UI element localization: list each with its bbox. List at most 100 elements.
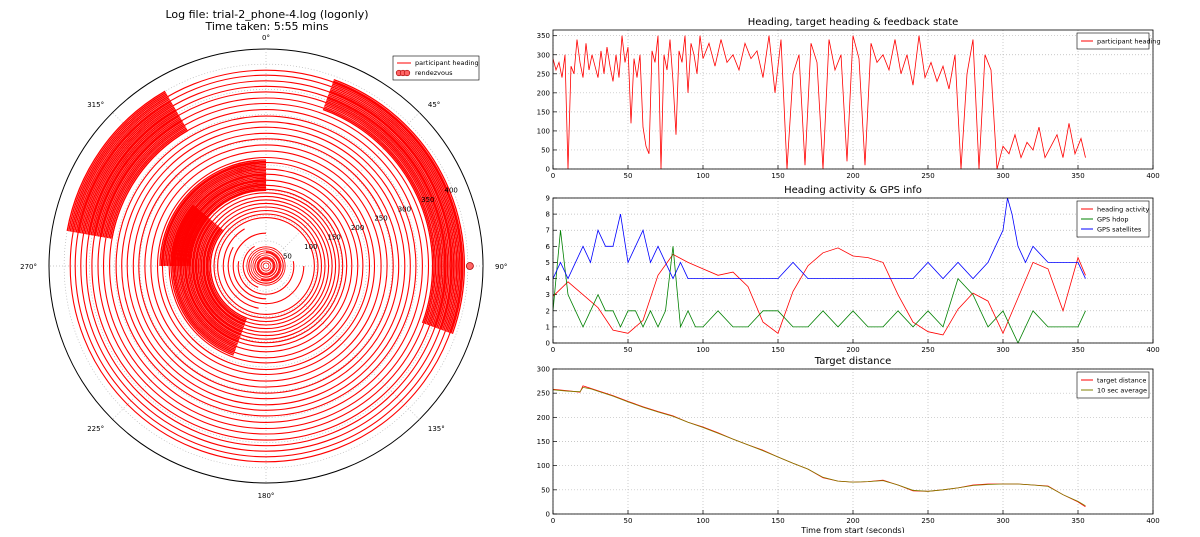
heading-arc	[102, 102, 430, 430]
x-tick-label: 250	[921, 172, 934, 180]
x-tick-label: 150	[771, 517, 784, 525]
heading-dense-arc	[111, 129, 189, 239]
y-tick-label: 200	[537, 414, 550, 422]
heading-dense-arc	[326, 98, 444, 327]
radial-tick-label: 350	[421, 196, 434, 204]
y-tick-label: 250	[537, 390, 550, 398]
heading-dense-arc	[108, 127, 187, 239]
x-tick-label: 100	[696, 346, 709, 354]
y-tick-label: 4	[546, 275, 551, 283]
heading-dense-arc	[323, 107, 435, 324]
heading-dense-arc	[322, 108, 434, 324]
heading-dense-arc	[66, 90, 166, 232]
heading-dense-arc	[88, 110, 177, 236]
heading-dense-arc	[332, 83, 461, 333]
legend-label-target-distance: target distance	[1097, 377, 1146, 385]
heading-arc	[261, 251, 281, 281]
y-tick-label: 300	[537, 51, 550, 59]
heading-arc	[232, 232, 267, 300]
y-tick-label: 0	[546, 166, 550, 174]
heading-dense-arc	[105, 124, 186, 238]
y-tick-label: 0	[546, 511, 550, 519]
heading-arc	[227, 246, 305, 305]
plot-frame	[552, 29, 1154, 170]
heading-dense-arc	[79, 102, 173, 234]
heading-dense-arc	[176, 208, 236, 351]
heading-dense-arc	[102, 122, 184, 238]
x-tick-label: 50	[624, 517, 633, 525]
figure-title-line2: Time taken: 5:55 mins	[204, 20, 328, 33]
heading-dense-arc	[331, 84, 459, 333]
heading-inner-loop	[260, 260, 272, 272]
radial-tick-label: 200	[351, 224, 364, 232]
y-tick-label: 200	[537, 89, 550, 97]
heading-dense-arc	[172, 205, 235, 355]
x-tick-label: 250	[921, 346, 934, 354]
radial-tick-label: 50	[283, 253, 292, 261]
heading-dense-arc	[174, 207, 236, 352]
angle-label: 270°	[20, 263, 37, 271]
heading-dense-arc	[196, 221, 243, 332]
rendezvous-marker	[465, 262, 474, 270]
y-tick-label: 8	[546, 211, 550, 219]
y-tick-label: 1	[546, 323, 550, 331]
heading-dense-arc	[106, 126, 186, 239]
heading-arc	[242, 245, 259, 288]
legend-label-participant-heading: participant heading	[1097, 38, 1161, 46]
heading-dense-arc	[165, 165, 267, 267]
heading-arc	[132, 132, 400, 400]
heading-dense-arc	[163, 163, 267, 267]
heading-arc	[156, 156, 376, 376]
heading-dense-arc	[206, 227, 247, 322]
heading-arc	[121, 121, 411, 411]
heading-dense-arc	[324, 104, 438, 325]
legend-swatch-rendezvous	[403, 69, 411, 77]
heading-inner-loop	[258, 258, 274, 274]
heading-dense-arc	[68, 91, 167, 232]
plot-frame	[552, 197, 1154, 344]
x-tick-label: 350	[1071, 172, 1084, 180]
x-tick-label: 200	[846, 172, 859, 180]
heading-dense-arc	[323, 106, 437, 325]
heading-dense-arc	[109, 128, 188, 239]
heading-dense-arc	[324, 103, 440, 326]
heading-dense-arc	[333, 78, 466, 335]
angle-label: 90°	[495, 263, 507, 271]
legend-label-gps-satellites: GPS satellites	[1097, 226, 1142, 234]
x-tick-label: 100	[696, 172, 709, 180]
x-axis-label: Time from start (seconds)	[800, 526, 904, 533]
x-tick-label: 200	[846, 346, 859, 354]
heading-arc	[126, 126, 406, 406]
heading-inner-loop	[262, 262, 270, 270]
legend-box	[1076, 32, 1150, 50]
heading-arc	[257, 257, 275, 275]
x-tick-label: 300	[996, 517, 1009, 525]
heading-dense-arc	[202, 225, 245, 326]
legend-box	[1076, 371, 1150, 399]
y-tick-label: 2	[546, 307, 550, 315]
heading-arc	[217, 217, 315, 315]
heading-dense-arc	[170, 204, 234, 356]
heading-dense-arc	[179, 210, 237, 348]
heading-dense-arc	[187, 215, 240, 341]
y-tick-label: 50	[541, 486, 550, 494]
heading-dense-arc	[162, 162, 267, 267]
x-tick-label: 100	[696, 517, 709, 525]
angle-label: 180°	[258, 492, 275, 500]
heading-arc	[237, 261, 295, 295]
series-line-10-sec-average	[553, 386, 1086, 507]
heading-inner-loop	[252, 252, 280, 280]
heading-dense-arc	[328, 91, 452, 330]
legend-label-gps-hdop: GPS hdop	[1097, 216, 1129, 224]
x-tick-label: 0	[551, 172, 555, 180]
heading-dense-arc	[332, 81, 462, 334]
heading-dense-arc	[208, 228, 247, 321]
plot-frame	[552, 368, 1154, 515]
x-tick-label: 400	[1146, 172, 1159, 180]
heading-arc	[144, 144, 388, 388]
heading-arc	[213, 213, 319, 319]
x-tick-label: 150	[771, 172, 784, 180]
heading-dense-arc	[159, 159, 267, 267]
angle-label: 45°	[428, 101, 440, 109]
heading-arc	[115, 115, 417, 417]
